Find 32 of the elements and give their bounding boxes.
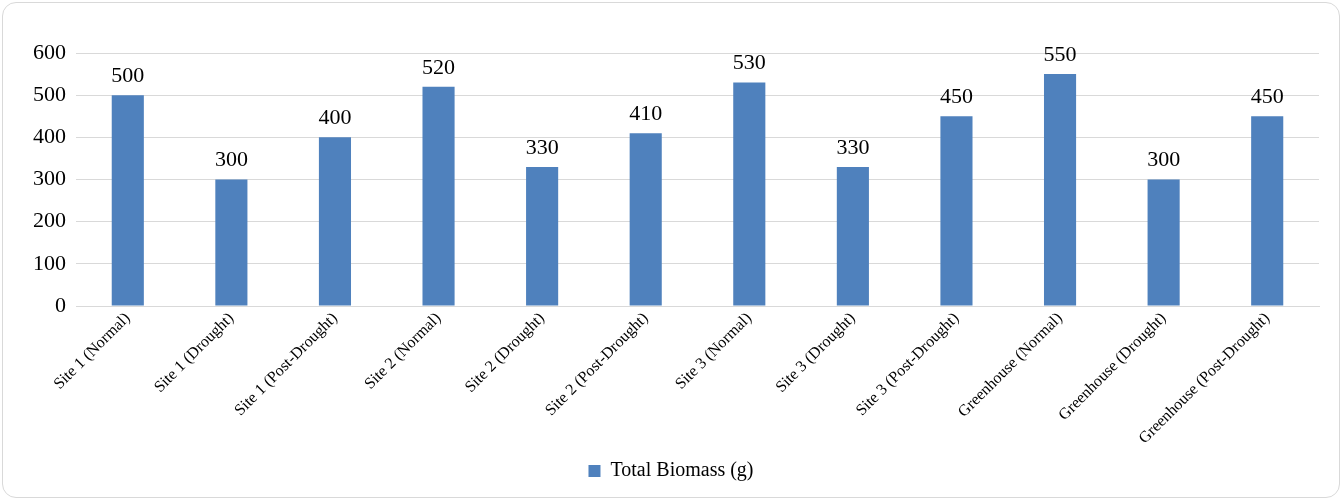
- bar: [1043, 74, 1077, 306]
- bar: [318, 137, 352, 306]
- bar: [215, 179, 248, 306]
- y-tick-label: 100: [33, 249, 66, 275]
- data-label: 410: [629, 99, 663, 125]
- bar: [940, 116, 973, 306]
- data-label: 400: [318, 104, 352, 130]
- data-label: 450: [939, 83, 973, 109]
- y-tick-label: 0: [55, 291, 66, 317]
- y-tick-label: 600: [33, 38, 66, 64]
- y-tick-label: 500: [33, 80, 66, 106]
- bar: [1147, 179, 1180, 306]
- data-label: 530: [732, 49, 766, 75]
- y-tick-label: 400: [33, 123, 66, 149]
- legend-label: Total Biomass (g): [610, 458, 754, 482]
- bar: [733, 82, 766, 306]
- bar: [111, 95, 144, 306]
- y-tick-label: 300: [33, 165, 66, 191]
- bar: [422, 86, 455, 306]
- data-label: 550: [1043, 40, 1077, 66]
- bar: [1251, 116, 1284, 306]
- data-label: 500: [111, 61, 145, 87]
- data-label: 520: [422, 53, 456, 79]
- bar: [836, 166, 869, 306]
- data-label: 300: [214, 146, 248, 172]
- data-label: 300: [1147, 146, 1181, 172]
- bar: [526, 166, 559, 306]
- data-label: 450: [1250, 83, 1284, 109]
- y-tick-label: 200: [33, 207, 66, 233]
- data-label: 330: [836, 133, 870, 159]
- bar: [629, 133, 662, 306]
- data-label: 330: [525, 133, 559, 159]
